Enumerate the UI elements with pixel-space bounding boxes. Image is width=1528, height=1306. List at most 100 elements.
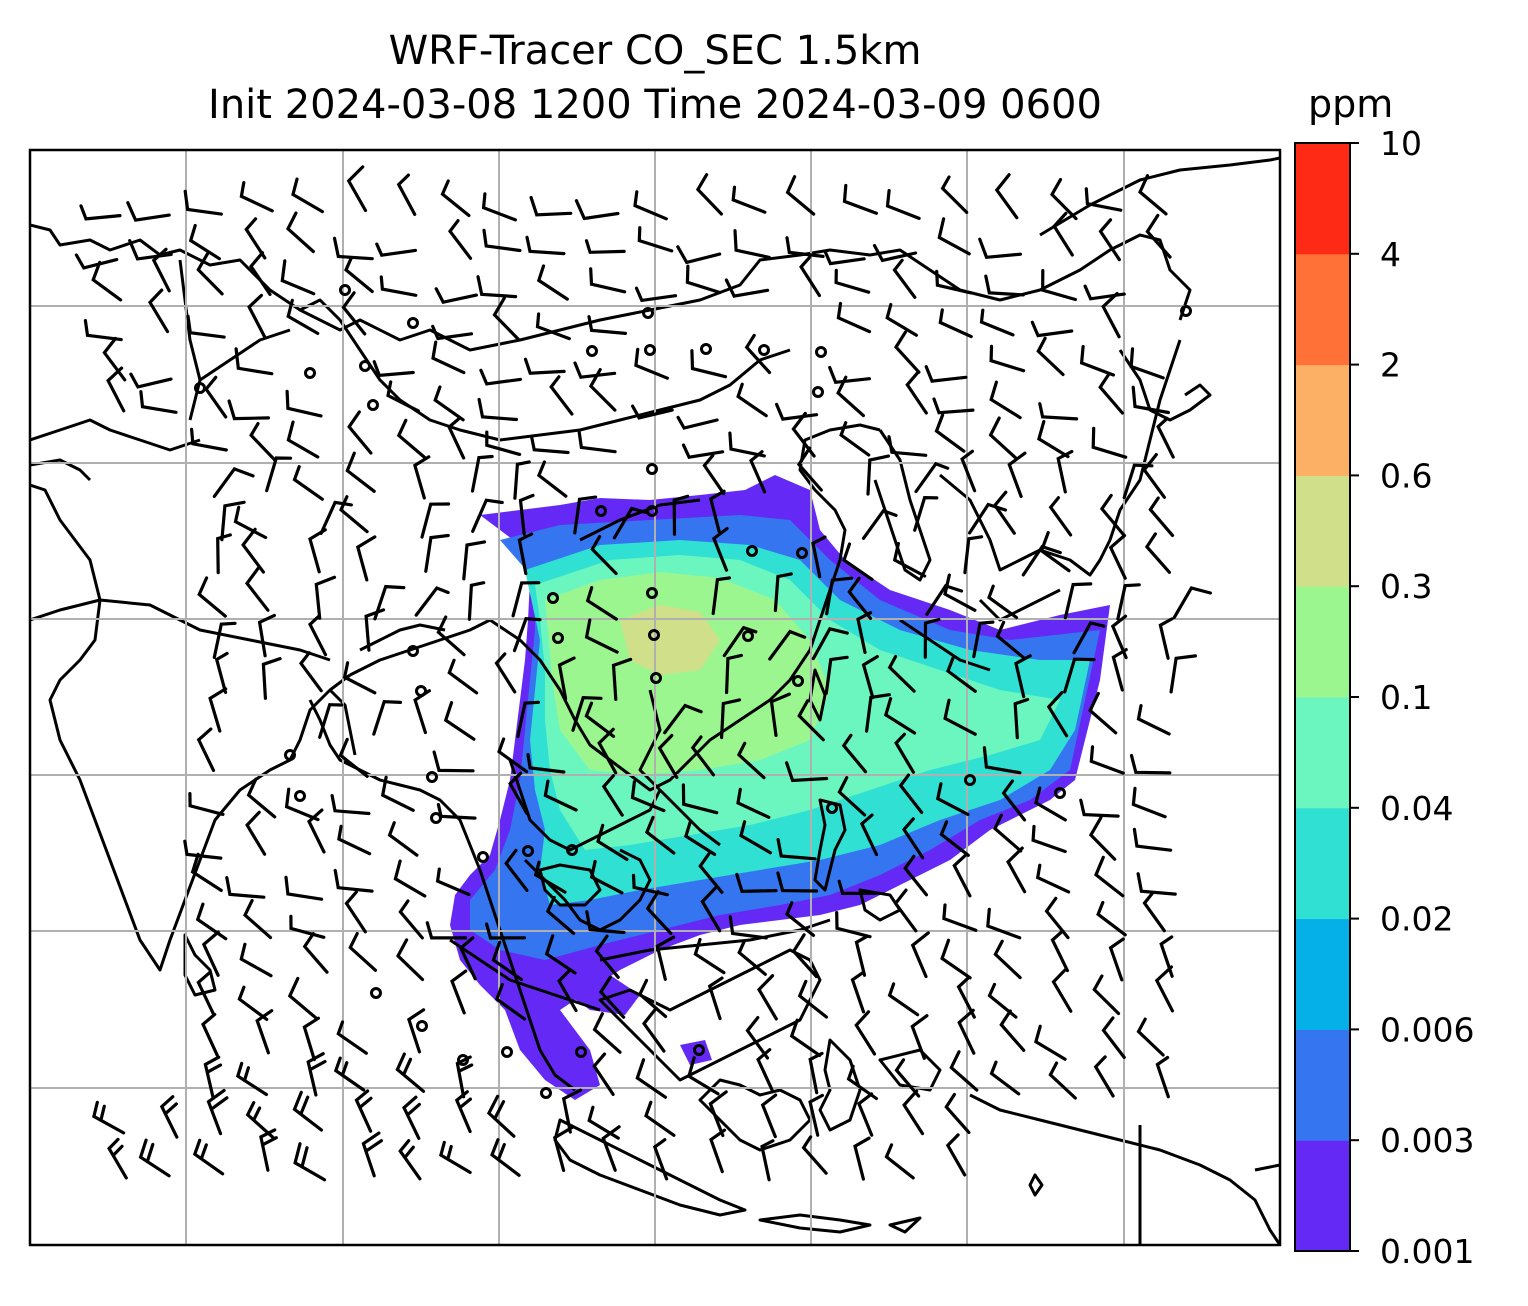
- wind-barb: [943, 698, 977, 736]
- wind-barb: [354, 1089, 373, 1133]
- wind-barb: [1136, 872, 1177, 896]
- wind-barb: [978, 237, 1022, 260]
- wind-barb: [811, 535, 827, 579]
- wind-barb: [494, 982, 527, 1021]
- calm-wind-circle: [552, 632, 564, 644]
- wind-barb: [332, 236, 374, 261]
- wind-barb: [395, 1052, 426, 1093]
- calm-wind-circle: [693, 1044, 705, 1056]
- calm-wind-circle: [642, 307, 654, 319]
- wind-barb: [1050, 178, 1078, 221]
- wind-barb: [823, 250, 866, 266]
- wind-barb: [856, 611, 873, 654]
- wind-barb: [518, 493, 535, 536]
- wind-barb: [455, 1055, 474, 1099]
- wind-barb: [431, 340, 466, 375]
- wind-barb: [687, 1056, 720, 1096]
- wind-barb: [634, 347, 669, 380]
- wind-barb: [318, 703, 344, 739]
- wind-barb: [934, 413, 966, 453]
- wind-barb: [557, 969, 578, 1013]
- wind-barb: [757, 974, 778, 1021]
- wind-barb: [644, 815, 676, 855]
- wind-barb: [227, 399, 270, 421]
- wind-barb: [910, 1014, 929, 1060]
- wind-barb: [535, 312, 571, 341]
- wind-barb: [672, 494, 690, 536]
- wind-barb: [842, 183, 878, 215]
- calm-wind-circle: [501, 1046, 513, 1058]
- wind-barb: [942, 903, 978, 932]
- wind-barb: [220, 500, 246, 542]
- wind-barb: [511, 581, 541, 618]
- wind-barb: [859, 813, 879, 857]
- wind-barb: [592, 1052, 615, 1096]
- wind-barb: [584, 618, 619, 654]
- wind-barb: [634, 286, 678, 303]
- wind-barb: [1156, 416, 1175, 459]
- wind-barb: [248, 251, 272, 296]
- wind-barb: [887, 654, 916, 693]
- wind-barb: [436, 802, 477, 820]
- calm-wind-circle: [370, 987, 382, 999]
- wind-barb: [529, 195, 573, 217]
- wind-barb: [341, 291, 367, 336]
- wind-barb: [424, 533, 450, 573]
- calm-wind-circle: [430, 812, 442, 824]
- wind-barb: [724, 278, 770, 298]
- wind-barb: [944, 1092, 971, 1134]
- calm-wind-circle: [304, 367, 316, 379]
- wind-barb: [386, 380, 420, 413]
- wind-barb: [768, 629, 807, 661]
- wind-barb: [280, 259, 316, 296]
- wind-barb: [854, 1010, 877, 1056]
- wind-barb: [949, 1050, 979, 1092]
- wind-barbs: [74, 165, 1212, 1182]
- wind-barb: [902, 1089, 925, 1136]
- wind-barb: [106, 366, 126, 413]
- calm-wind-circle: [826, 802, 838, 814]
- wind-barb: [1079, 345, 1115, 377]
- wind-barb: [407, 1008, 426, 1054]
- calm-wind-circle: [758, 344, 770, 356]
- wind-barb: [138, 1138, 171, 1178]
- wind-barb: [491, 940, 523, 981]
- wind-barb: [255, 1009, 274, 1055]
- wind-barb: [836, 375, 865, 418]
- calm-wind-circle: [566, 844, 578, 856]
- wind-barb: [1101, 1016, 1126, 1059]
- wind-barb: [963, 535, 984, 575]
- wind-barb: [885, 189, 921, 220]
- wind-barb: [1172, 586, 1212, 619]
- wind-barb: [657, 733, 679, 780]
- calm-wind-circle: [796, 547, 808, 559]
- wind-barb: [552, 1125, 574, 1172]
- wind-barb: [286, 211, 315, 254]
- wind-barb: [745, 1016, 770, 1060]
- wind-barb: [943, 573, 977, 612]
- wind-barb: [1110, 614, 1128, 660]
- wind-barb: [968, 502, 1007, 535]
- wind-barb: [808, 1051, 824, 1095]
- wind-barb: [739, 820, 772, 855]
- wind-barb: [1132, 827, 1173, 852]
- wind-barb: [938, 308, 973, 339]
- wind-barb: [225, 876, 266, 899]
- wind-barb: [293, 1142, 327, 1182]
- wind-barb: [773, 572, 793, 613]
- wind-barb: [512, 617, 542, 653]
- wind-barb: [74, 253, 119, 270]
- wind-barb: [190, 427, 228, 452]
- wind-barb: [247, 293, 267, 339]
- wind-barb: [835, 911, 872, 939]
- wind-barb: [585, 586, 618, 621]
- wind-barb: [596, 823, 629, 861]
- wind-barb: [420, 502, 451, 539]
- wind-barb: [785, 175, 816, 216]
- wind-barb: [1041, 269, 1077, 302]
- calm-wind-circle: [964, 774, 976, 786]
- wind-barb: [993, 939, 1022, 980]
- calm-wind-circle: [700, 343, 712, 355]
- wind-barb: [432, 750, 475, 773]
